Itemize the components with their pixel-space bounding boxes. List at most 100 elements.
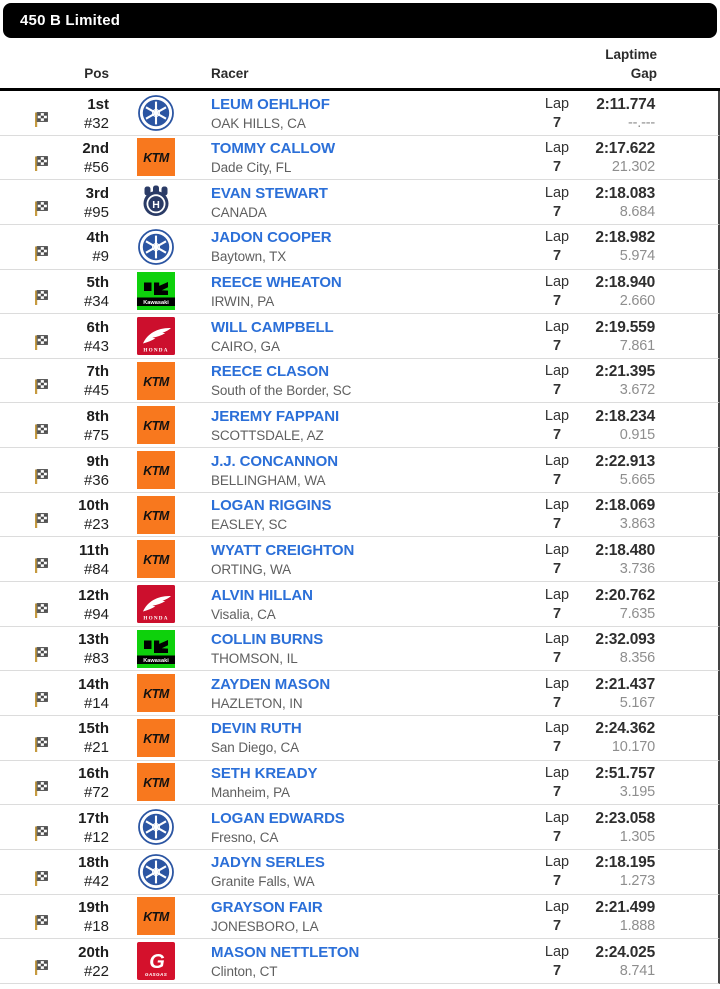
checkered-flag-icon [35, 424, 48, 440]
logo-cell [109, 805, 211, 849]
honda-logo-icon: HONDA [137, 584, 175, 623]
racer-name-link[interactable]: MASON NETTLETON [211, 943, 360, 961]
laptime-value: 2:18.234 [595, 407, 655, 425]
racer-name-link[interactable]: GRAYSON FAIR [211, 899, 323, 917]
racer-hometown: IRWIN, PA [211, 294, 275, 310]
racer-name-link[interactable]: ALVIN HILLAN [211, 586, 313, 604]
racer-cell: COLLIN BURNS THOMSON, IL [211, 627, 535, 671]
position-cell: 20th #22 [56, 939, 109, 983]
racer-name-link[interactable]: SETH KREADY [211, 765, 318, 783]
table-row: 4th #9 JADON COOPER Baytown, TX Lap 7 2:… [0, 224, 720, 270]
gap-value: 3.863 [619, 516, 655, 533]
racer-name-link[interactable]: DEVIN RUTH [211, 720, 302, 738]
position-cell: 18th #42 [56, 850, 109, 894]
racer-name-link[interactable]: COLLIN BURNS [211, 631, 324, 649]
gap-value: 3.672 [619, 382, 655, 399]
lap-label: Lap [544, 140, 570, 157]
racer-name-link[interactable]: J.J. CONCANNON [211, 452, 338, 470]
position-label: 7th [86, 363, 110, 381]
racer-hometown: CANADA [211, 204, 267, 220]
racer-hometown: Fresno, CA [211, 829, 279, 845]
lap-label: Lap [544, 497, 570, 514]
lap-number: 7 [552, 471, 562, 488]
svg-text:HONDA: HONDA [143, 348, 168, 354]
position-label: 17th [78, 809, 109, 827]
flag-cell [0, 671, 56, 715]
ktm-logo-icon: KTM [137, 450, 175, 489]
svg-text:KTM: KTM [143, 732, 170, 746]
flag-cell [0, 270, 56, 314]
logo-cell: KTM [109, 493, 211, 537]
row-spacer [655, 716, 718, 760]
lap-number: 7 [552, 426, 562, 443]
row-spacer [655, 448, 718, 492]
time-cell: 2:19.559 7.861 [579, 314, 655, 358]
racer-name-link[interactable]: JADYN SERLES [211, 854, 325, 872]
rider-number: #45 [83, 382, 109, 400]
svg-text:KTM: KTM [143, 419, 170, 433]
racer-name-link[interactable]: ZAYDEN MASON [211, 675, 331, 693]
header-logo-spacer [109, 45, 211, 88]
racer-cell: ZAYDEN MASON HAZLETON, IN [211, 671, 535, 715]
lap-number: 7 [552, 784, 562, 801]
racer-cell: MASON NETTLETON Clinton, CT [211, 939, 535, 983]
flag-cell [0, 314, 56, 358]
lap-number: 7 [552, 828, 562, 845]
gap-value: 5.167 [619, 694, 655, 711]
racer-name-link[interactable]: LOGAN EDWARDS [211, 809, 345, 827]
racer-name-link[interactable]: REECE WHEATON [211, 274, 342, 292]
racer-name-link[interactable]: LEUM OEHLHOF [211, 95, 330, 113]
row-spacer [655, 895, 718, 939]
checkered-flag-icon [35, 156, 48, 172]
racer-cell: LOGAN RIGGINS EASLEY, SC [211, 493, 535, 537]
racer-name-link[interactable]: LOGAN RIGGINS [211, 497, 332, 515]
checkered-flag-icon [35, 915, 48, 931]
svg-text:KTM: KTM [143, 910, 170, 924]
checkered-flag-icon [35, 290, 48, 306]
row-spacer [655, 761, 718, 805]
lap-number: 7 [552, 114, 562, 131]
racer-name-link[interactable]: EVAN STEWART [211, 184, 328, 202]
row-spacer [655, 403, 718, 447]
lap-number: 7 [552, 337, 562, 354]
lap-label: Lap [544, 675, 570, 692]
checkered-flag-icon [35, 692, 48, 707]
row-spacer [655, 225, 718, 269]
table-row: 20th #22 G GASGAS MASON NETTLETON Clinto… [0, 939, 720, 984]
lap-label: Lap [544, 854, 570, 871]
svg-text:KTM: KTM [143, 151, 170, 165]
racer-name-link[interactable]: JADON COOPER [211, 229, 332, 247]
position-label: 20th [78, 943, 109, 961]
checkered-flag-icon [35, 781, 48, 797]
time-cell: 2:24.362 10.170 [579, 716, 655, 760]
table-row: 5th #34 Kawasaki REECE WHEATON IRWIN, PA… [0, 269, 720, 315]
ktm-logo-icon: KTM [137, 540, 175, 579]
racer-name-link[interactable]: TOMMY CALLOW [211, 140, 336, 158]
table-row: 8th #75 KTM JEREMY FAPPANI SCOTTSDALE, A… [0, 403, 720, 449]
racer-hometown: EASLEY, SC [211, 517, 288, 533]
racer-cell: ALVIN HILLAN Visalia, CA [211, 582, 535, 626]
position-cell: 3rd #95 [56, 180, 109, 224]
position-cell: 8th #75 [56, 403, 109, 447]
racer-name-link[interactable]: JEREMY FAPPANI [211, 407, 340, 425]
checkered-flag-icon [35, 602, 48, 618]
lap-cell: Lap 7 [535, 671, 579, 715]
rider-number: #18 [83, 918, 109, 936]
gap-value: 5.665 [619, 471, 655, 488]
gap-value: 3.195 [619, 784, 655, 801]
position-cell: 17th #12 [56, 805, 109, 849]
lap-label: Lap [544, 586, 570, 603]
time-cell: 2:21.395 3.672 [579, 359, 655, 403]
racer-cell: LOGAN EDWARDS Fresno, CA [211, 805, 535, 849]
rider-number: #42 [83, 873, 109, 891]
time-cell: 2:18.940 2.660 [579, 270, 655, 314]
racer-name-link[interactable]: WYATT CREIGHTON [211, 541, 355, 559]
lap-cell: Lap 7 [535, 403, 579, 447]
position-label: 11th [78, 541, 109, 559]
lap-cell: Lap 7 [535, 270, 579, 314]
laptime-value: 2:21.499 [595, 899, 655, 917]
lap-number: 7 [552, 203, 562, 220]
racer-name-link[interactable]: REECE CLASON [211, 363, 329, 381]
position-cell: 9th #36 [56, 448, 109, 492]
racer-name-link[interactable]: WILL CAMPBELL [211, 318, 334, 336]
